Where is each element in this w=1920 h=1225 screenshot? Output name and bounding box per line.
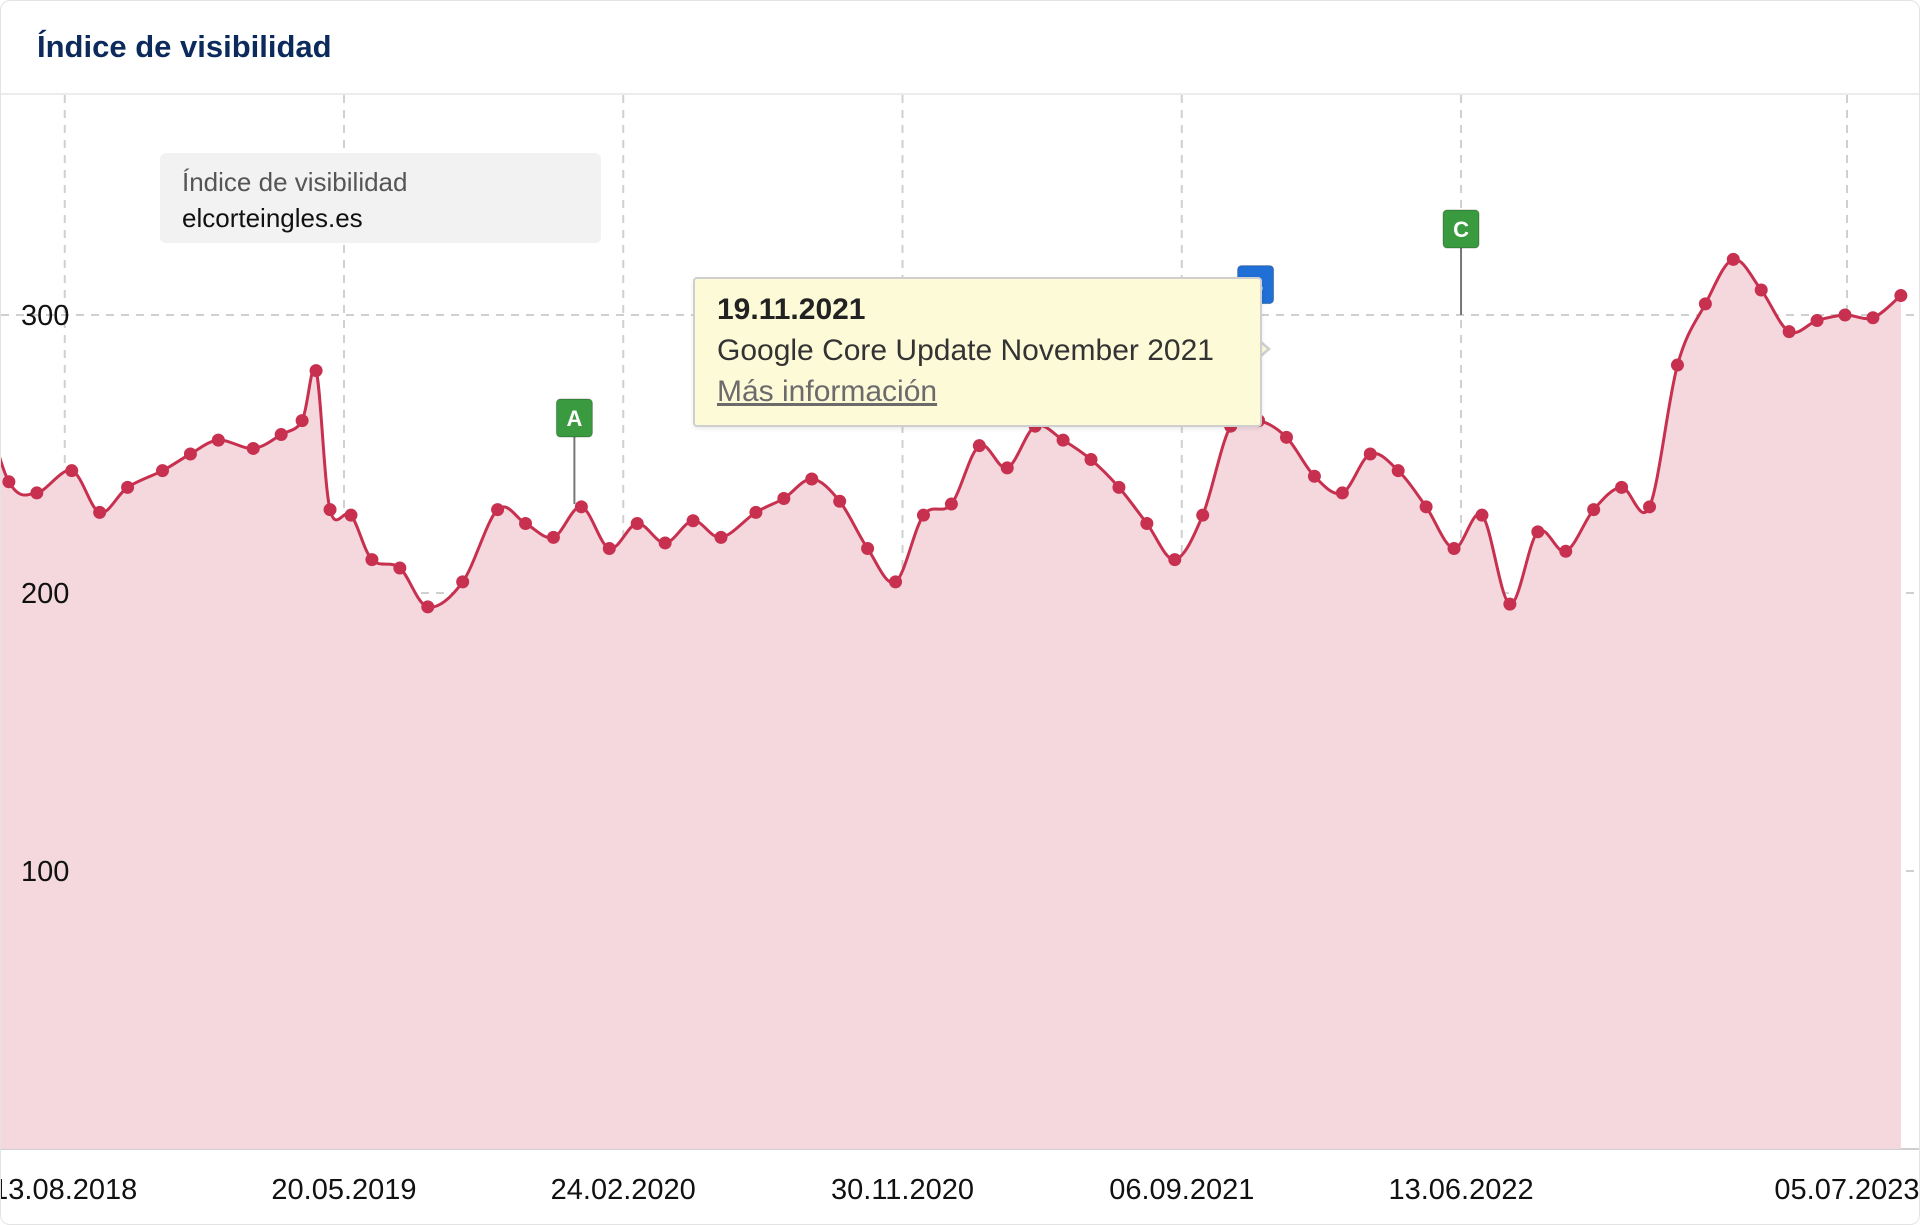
data-point[interactable] [1559, 544, 1573, 558]
x-tick-label: 06.09.2021 [1109, 1174, 1254, 1206]
data-point[interactable] [1726, 252, 1740, 266]
data-point[interactable] [121, 480, 135, 494]
data-point[interactable] [309, 364, 323, 378]
event-marker-c[interactable] [1442, 209, 1480, 249]
panel-header: Índice de visibilidad [1, 1, 1919, 95]
data-point[interactable] [1140, 517, 1154, 530]
data-point[interactable] [1615, 480, 1629, 494]
page-title: Índice de visibilidad [37, 29, 332, 64]
data-point[interactable] [1335, 486, 1349, 500]
data-point[interactable] [456, 575, 470, 589]
data-point[interactable] [1782, 325, 1796, 339]
series-area [1, 259, 1901, 1149]
data-point[interactable] [972, 439, 986, 453]
data-point[interactable] [686, 514, 700, 528]
data-point[interactable] [1894, 289, 1908, 303]
data-point[interactable] [714, 530, 728, 544]
data-point[interactable] [1810, 314, 1824, 328]
data-point[interactable] [1279, 430, 1293, 444]
data-point[interactable] [93, 505, 107, 519]
tooltip-event: Google Core Update November 2021 [717, 334, 1214, 367]
data-point[interactable] [2, 475, 16, 489]
data-point[interactable] [246, 441, 260, 455]
y-tick-label: 300 [21, 300, 69, 332]
data-point[interactable] [1000, 461, 1014, 475]
data-point[interactable] [1866, 311, 1880, 325]
data-point[interactable] [546, 530, 560, 544]
data-point[interactable] [1363, 447, 1377, 461]
event-tooltip: 19.11.2021 Google Core Update November 2… [693, 277, 1262, 427]
event-marker-label: A [566, 406, 582, 431]
data-point[interactable] [805, 472, 819, 486]
data-point[interactable] [65, 464, 79, 478]
data-point[interactable] [344, 508, 358, 522]
data-point[interactable] [1056, 433, 1070, 447]
data-point[interactable] [183, 447, 197, 461]
data-point[interactable] [211, 433, 225, 447]
data-point[interactable] [944, 497, 958, 511]
x-tick-label: 13.06.2022 [1388, 1174, 1533, 1206]
y-tick-label: 200 [21, 578, 69, 610]
legend-domain: elcorteingles.es [182, 203, 363, 233]
legend-label: Índice de visibilidad [182, 167, 408, 197]
tooltip-date: 19.11.2021 [717, 293, 866, 326]
data-point[interactable] [30, 486, 44, 500]
data-point[interactable] [833, 494, 847, 508]
data-point[interactable] [1419, 500, 1433, 514]
data-point[interactable] [1447, 542, 1461, 556]
data-point[interactable] [323, 503, 337, 517]
data-point[interactable] [1643, 500, 1657, 514]
legend: Índice de visibilidad elcorteingles.es [160, 153, 601, 243]
data-point[interactable] [1503, 597, 1517, 611]
data-point[interactable] [421, 600, 435, 614]
area-layer [1, 259, 1901, 1149]
more-info-link[interactable]: Más información [717, 375, 938, 408]
x-tick-label: 30.11.2020 [831, 1174, 974, 1206]
data-point[interactable] [1754, 283, 1768, 297]
data-point[interactable] [1112, 480, 1126, 494]
data-point[interactable] [861, 542, 875, 556]
data-point[interactable] [1587, 503, 1601, 517]
data-point[interactable] [602, 542, 616, 556]
x-tick-label: 05.07.2023 [1774, 1174, 1919, 1206]
data-point[interactable] [1307, 469, 1321, 483]
data-point[interactable] [295, 414, 309, 428]
data-point[interactable] [777, 491, 791, 505]
x-axis: 13.08.2018 20.05.2019 24.02.2020 30.11.2020… [1, 1174, 1919, 1206]
data-point[interactable] [365, 553, 379, 567]
data-point[interactable] [658, 536, 672, 550]
data-point[interactable] [1531, 525, 1545, 539]
data-point[interactable] [155, 464, 169, 478]
x-tick-label: 24.02.2020 [551, 1174, 696, 1206]
data-point[interactable] [1838, 308, 1852, 322]
data-point[interactable] [630, 517, 644, 530]
data-point[interactable] [1084, 453, 1098, 467]
x-tick-label: 13.08.2018 [1, 1174, 137, 1206]
data-point[interactable] [889, 575, 903, 589]
data-point[interactable] [1168, 553, 1182, 567]
data-point[interactable] [491, 503, 505, 517]
data-point[interactable] [1475, 508, 1489, 522]
point-layer [2, 252, 1908, 614]
y-tick-label: 100 [21, 856, 69, 888]
event-marker-a[interactable] [555, 398, 593, 438]
data-point[interactable] [519, 517, 533, 530]
data-point[interactable] [1698, 297, 1712, 311]
data-point[interactable] [1391, 464, 1405, 478]
data-point[interactable] [574, 500, 588, 514]
event-marker-label: C [1453, 217, 1469, 242]
data-point[interactable] [1196, 508, 1210, 522]
data-point[interactable] [274, 428, 288, 442]
data-point[interactable] [1670, 358, 1684, 372]
x-tick-label: 20.05.2019 [271, 1174, 416, 1206]
data-point[interactable] [393, 561, 407, 575]
data-point[interactable] [749, 505, 763, 519]
y-axis: 100 200 300 [21, 300, 69, 888]
data-point[interactable] [916, 508, 930, 522]
